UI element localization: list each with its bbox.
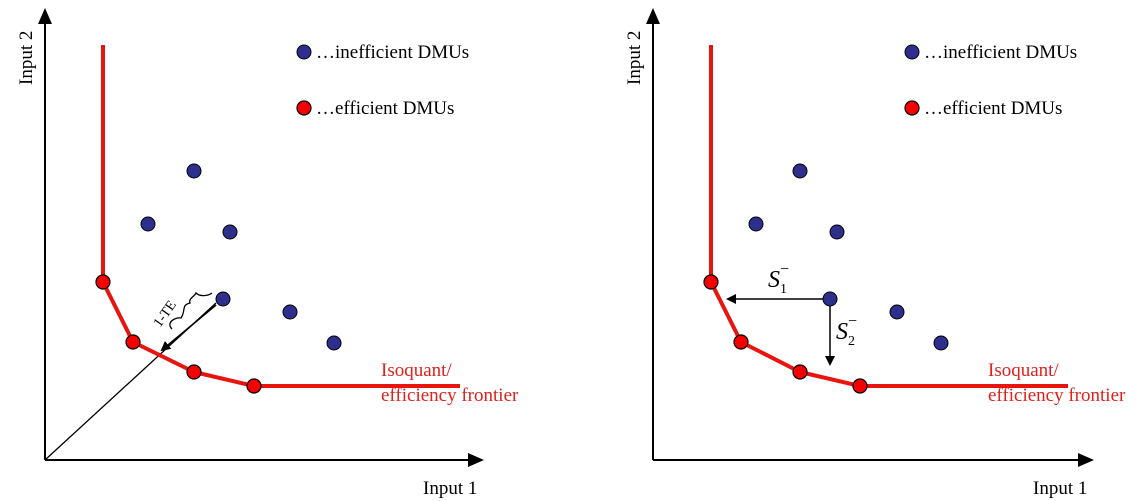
- inefficient-dmu: [792, 163, 808, 179]
- efficient-dmu: [792, 364, 808, 380]
- left-x-axis-arrow: [468, 453, 484, 467]
- inefficient-dmu: [282, 304, 298, 320]
- left-panel: Input 2 Input 1 1-TE …ine: [16, 8, 519, 499]
- right-frontier-label-line2: efficiency frontier: [988, 385, 1126, 406]
- left-efficient-dmus: [95, 274, 262, 394]
- efficient-dmu: [246, 378, 262, 394]
- right-y-axis-arrow: [646, 8, 660, 24]
- inefficient-dmu: [829, 224, 845, 240]
- inefficient-dmu: [748, 216, 764, 232]
- right-legend: …inefficient DMUs …efficient DMUs: [904, 42, 1077, 119]
- efficient-dmu: [186, 364, 202, 380]
- legend-efficient-label: …efficient DMUs: [316, 98, 454, 119]
- inefficient-dmu: [933, 335, 949, 351]
- left-x-axis-label: Input 1: [423, 478, 477, 499]
- left-y-axis-arrow: [38, 8, 52, 24]
- efficient-dmu: [95, 274, 111, 290]
- right-frontier-label-line1: Isoquant/: [988, 360, 1059, 381]
- slack-2-label: S2−: [836, 313, 857, 349]
- efficient-dmu: [733, 334, 749, 350]
- legend-efficient-label: …efficient DMUs: [924, 98, 1062, 119]
- right-x-axis-label: Input 1: [1033, 478, 1087, 499]
- right-y-axis-label: Input 2: [624, 31, 645, 85]
- legend-efficient-marker: [296, 100, 312, 116]
- right-efficient-dmus: [703, 274, 868, 394]
- right-axes: [646, 8, 1094, 467]
- efficient-dmu: [703, 274, 719, 290]
- legend-inefficient-label: …inefficient DMUs: [316, 42, 469, 63]
- inefficient-dmu: [140, 216, 156, 232]
- legend-inefficient-label: …inefficient DMUs: [924, 42, 1077, 63]
- left-te-brace: [169, 291, 213, 330]
- left-legend: …inefficient DMUs …efficient DMUs: [296, 42, 469, 119]
- left-projection-arrow: [160, 304, 217, 352]
- left-efficiency-frontier: [101, 45, 460, 388]
- right-inefficient-dmus: [748, 163, 949, 351]
- efficient-dmu: [852, 378, 868, 394]
- right-panel: Input 2 Input 1 S1− S2− …inefficien: [624, 8, 1126, 499]
- inefficient-dmu: [326, 335, 342, 351]
- inefficient-dmu: [889, 304, 905, 320]
- inefficient-dmu: [215, 291, 231, 307]
- legend-inefficient-marker: [904, 44, 920, 60]
- legend-efficient-marker: [904, 100, 920, 116]
- right-efficiency-frontier: [709, 45, 1068, 388]
- inefficient-dmu: [822, 291, 838, 307]
- inefficient-dmu: [222, 224, 238, 240]
- left-inefficient-dmus: [140, 163, 342, 351]
- inefficient-dmu: [186, 163, 202, 179]
- left-y-axis-label: Input 2: [16, 31, 37, 85]
- legend-inefficient-marker: [296, 44, 312, 60]
- right-x-axis-arrow: [1078, 453, 1094, 467]
- efficient-dmu: [125, 334, 141, 350]
- left-axes: [38, 8, 484, 467]
- slack-1-label: S1−: [768, 261, 789, 297]
- left-frontier-label-line2: efficiency frontier: [381, 385, 519, 406]
- left-frontier-label-line1: Isoquant/: [381, 360, 452, 381]
- left-te-label: 1-TE: [151, 298, 180, 330]
